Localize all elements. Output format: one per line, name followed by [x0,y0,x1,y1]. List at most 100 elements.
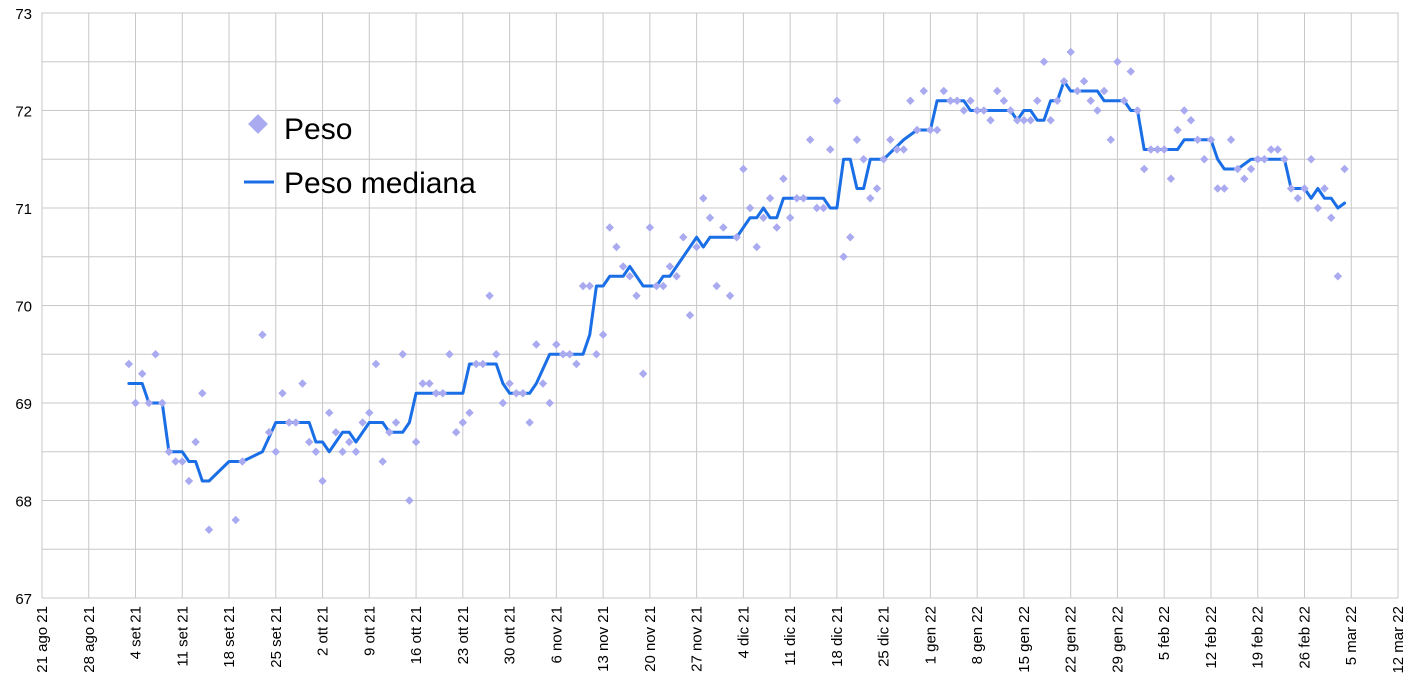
peso-point [866,194,875,203]
peso-point [304,437,314,447]
x-tick-label: 29 gen 22 [1109,606,1126,673]
peso-point [1293,194,1303,203]
peso-point [485,291,494,300]
peso-point [331,428,341,437]
peso-point [572,359,581,369]
peso-point [939,86,948,96]
peso-point [1313,203,1323,213]
peso-point [886,135,895,144]
peso-point [592,350,601,359]
peso-point [1033,96,1042,105]
x-tick-label: 23 ott 21 [455,606,472,664]
peso-point [385,428,394,437]
peso-point [1173,125,1182,135]
peso-point [1340,164,1349,174]
peso-point [1046,116,1055,125]
peso-point [659,281,668,291]
peso-point [471,359,481,369]
peso-point [1079,77,1089,86]
peso-point [993,86,1002,96]
peso-point [1260,155,1269,164]
peso-point [1119,96,1129,105]
peso-point [1327,213,1336,222]
peso-point [1193,135,1202,144]
peso-point [652,281,661,291]
peso-point [1220,184,1229,193]
peso-point [972,106,982,115]
peso-point [545,398,554,408]
y-tick-label: 69 [15,396,32,413]
peso-point [264,428,274,437]
peso-point [1013,116,1022,125]
peso-point [1126,67,1136,76]
peso-series [124,47,1349,534]
peso-point [1113,57,1122,66]
peso-point [598,330,608,339]
peso-point [1280,155,1289,164]
peso-point [204,525,214,534]
y-axis-tick-labels: 67 68 69 70 71 72 73 [15,6,32,608]
peso-point [1286,184,1296,193]
peso-point [258,330,267,339]
x-tick-label: 11 dic 21 [782,606,799,666]
x-tick-label: 8 gen 22 [969,606,986,664]
peso-point [892,145,902,154]
x-tick-label: 25 dic 21 [876,606,893,667]
peso-point [625,272,635,281]
peso-point [872,184,882,193]
grid-lines [41,12,1399,599]
peso-point [1226,135,1236,144]
peso-point [411,437,421,447]
peso-point [999,96,1009,105]
peso-point [131,398,140,408]
peso-point [805,135,815,144]
peso-point [1253,155,1262,164]
peso-point [365,408,374,417]
peso-point [378,457,387,466]
peso-point [538,379,548,388]
peso-point [1086,96,1095,105]
peso-point [532,340,541,349]
peso-point [298,379,307,388]
y-tick-label: 71 [15,201,32,218]
peso-point [759,213,768,222]
peso-point [879,155,888,164]
peso-point [1180,106,1189,115]
peso-point [672,272,681,281]
peso-point [1106,135,1115,144]
peso-point [325,408,334,417]
peso-point [191,437,200,447]
peso-point [725,291,735,300]
peso-point [705,213,715,222]
peso-point [739,164,748,174]
peso-point [458,418,468,427]
peso-point [1146,145,1156,154]
peso-point [979,106,989,115]
peso-point [692,242,701,252]
y-tick-label: 72 [15,104,32,121]
peso-point [1266,145,1276,154]
peso-point [1099,86,1109,96]
peso-point [745,203,755,213]
peso-point [852,135,862,144]
x-tick-label: 9 ott 21 [361,606,378,656]
x-tick-label: 30 ott 21 [502,606,519,664]
peso-mediana-line [127,79,1347,483]
peso-point [959,106,969,115]
peso-point [712,281,721,291]
peso-point [238,457,247,466]
peso-point [438,389,447,398]
peso-point [732,233,741,242]
peso-point [371,359,381,369]
x-axis-tick-labels: 21 ago 21 28 ago 21 4 set 21 11 set 21 18 se… [34,606,1407,674]
peso-point [645,223,655,232]
peso-point [445,350,454,359]
peso-point [719,223,728,232]
peso-point [338,447,347,456]
peso-point [906,96,915,105]
peso-point [178,457,187,466]
peso-point [1059,77,1069,86]
x-tick-label: 12 feb 22 [1203,606,1220,669]
peso-point [832,96,842,105]
x-tick-label: 5 mar 22 [1343,606,1360,665]
